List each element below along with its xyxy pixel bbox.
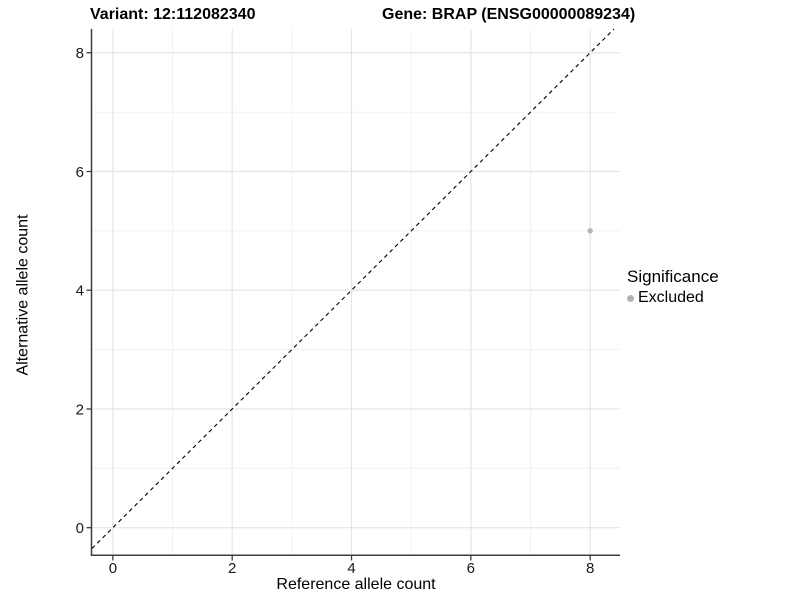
y-tick-labels: 0 2 4 6 8 xyxy=(76,45,84,537)
legend: Significance Excluded xyxy=(627,267,719,307)
plot-title-gene: Gene: BRAP (ENSG00000089234) xyxy=(382,6,636,23)
legend-entry-excluded: Excluded xyxy=(627,289,719,307)
grid-major xyxy=(92,29,620,555)
legend-entry-label: Excluded xyxy=(638,289,704,306)
svg-text:2: 2 xyxy=(76,401,84,418)
svg-text:4: 4 xyxy=(76,283,84,300)
svg-text:6: 6 xyxy=(467,560,475,577)
legend-title: Significance xyxy=(627,267,719,286)
svg-text:4: 4 xyxy=(347,560,355,577)
data-point xyxy=(587,228,593,234)
svg-text:8: 8 xyxy=(76,45,84,62)
identity-line xyxy=(91,28,615,549)
legend-marker-icon xyxy=(627,294,634,302)
data-points xyxy=(587,228,593,234)
svg-text:2: 2 xyxy=(228,560,236,577)
plot-title-variant: Variant: 12:112082340 xyxy=(90,6,256,23)
grid-minor xyxy=(92,29,620,555)
svg-text:6: 6 xyxy=(76,164,84,181)
x-axis-title: Reference allele count xyxy=(276,576,436,593)
y-axis-title: Alternative allele count xyxy=(14,214,32,376)
x-tick-labels: 0 2 4 6 8 xyxy=(109,560,595,577)
svg-text:0: 0 xyxy=(109,560,117,577)
svg-text:0: 0 xyxy=(76,520,84,537)
svg-text:8: 8 xyxy=(586,560,594,577)
axis-lines xyxy=(90,29,620,556)
axis-ticks xyxy=(86,52,591,561)
